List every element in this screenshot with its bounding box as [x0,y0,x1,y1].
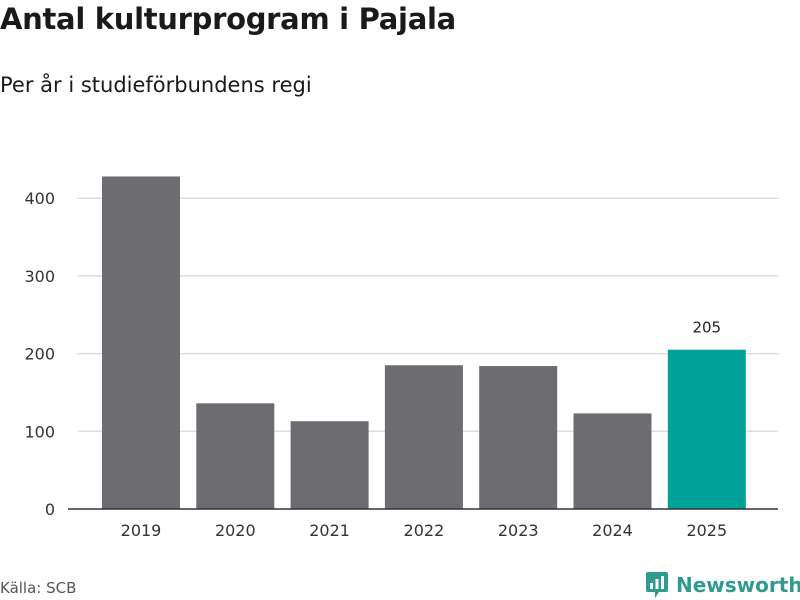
x-tick-label: 2022 [404,521,445,540]
x-tick-labels: 2019 2020 2021 2022 2023 2024 2025 [121,521,728,540]
y-tick-label: 0 [45,500,55,519]
x-tick-label: 2024 [592,521,633,540]
y-tick-label: 400 [24,189,55,208]
brand-name: Newsworthy [676,573,800,597]
bar-2023 [479,366,558,509]
y-tick-label: 300 [24,267,55,286]
bar-2019 [102,176,180,509]
y-tick-labels: 0 100 200 300 400 [24,189,55,519]
chart-title: Antal kulturprogram i Pajala [0,2,456,36]
y-tick-label: 100 [24,422,55,441]
bar-2022 [384,365,463,509]
brand-logo: Newsworthy [645,570,800,600]
x-tick-label: 2020 [215,521,256,540]
chart-subtitle: Per år i studieförbundens regi [0,73,312,97]
bar-2021 [290,421,369,509]
bar-2024 [573,413,652,509]
x-tick-label: 2021 [309,521,350,540]
bar-2020 [196,403,275,509]
bar-2025 [667,349,746,509]
x-tick-label: 2023 [498,521,539,540]
newsworthy-logo-icon [646,572,668,598]
data-labels: 205 [692,319,721,337]
x-tick-label: 2025 [686,521,727,540]
bars [102,176,746,509]
source-note: Källa: SCB [0,579,77,597]
y-tick-label: 200 [24,345,55,364]
x-tick-label: 2019 [121,521,162,540]
data-label: 205 [692,319,721,337]
